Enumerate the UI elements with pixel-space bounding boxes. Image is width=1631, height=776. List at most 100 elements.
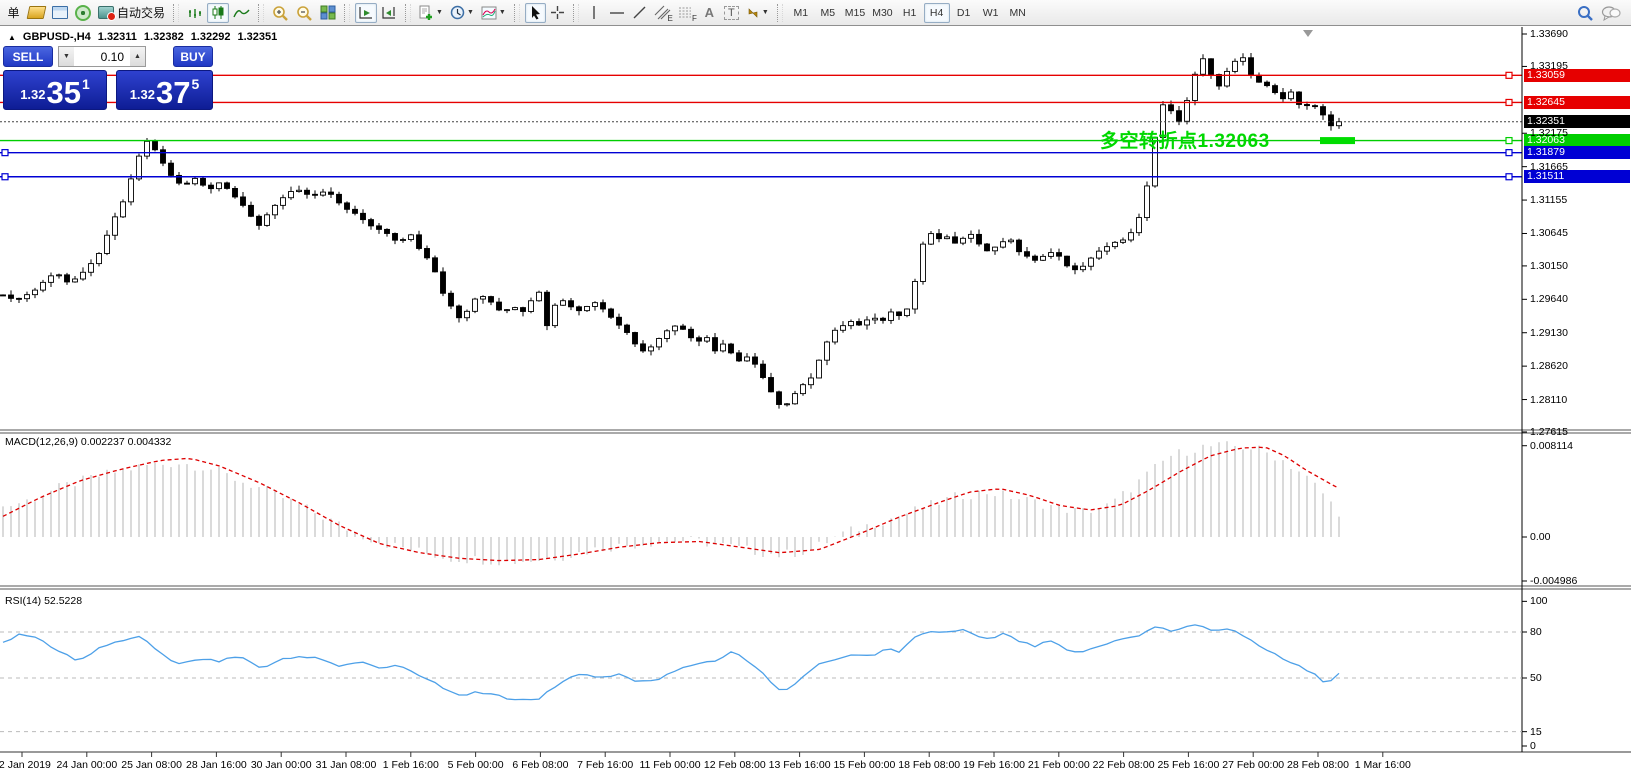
- low-value: 1.32292: [190, 31, 231, 43]
- dropdown-caret: ▼: [436, 9, 443, 16]
- sell-price-box[interactable]: 1.32 35 1: [3, 70, 107, 110]
- timeframe-button-d1[interactable]: D1: [956, 6, 971, 19]
- timeframe-button-m5[interactable]: M5: [820, 6, 836, 19]
- sell-button[interactable]: SELL: [3, 46, 53, 67]
- buy-button[interactable]: BUY: [173, 46, 213, 67]
- timeframe-button-w1[interactable]: W1: [982, 6, 999, 19]
- volume-decrease-button[interactable]: ▼: [59, 47, 74, 66]
- cursor-icon: [531, 6, 540, 20]
- vertical-line-tool[interactable]: [584, 3, 605, 23]
- autotrading-label: 自动交易: [117, 6, 166, 20]
- timeframe-button-mn[interactable]: MN: [1009, 6, 1026, 19]
- auto-scroll-button[interactable]: [355, 2, 378, 23]
- fibonacci-tool[interactable]: F: [675, 3, 698, 23]
- fibo-sub-label: F: [691, 13, 697, 23]
- new-order-button[interactable]: 单: [3, 3, 24, 23]
- tile-windows-button[interactable]: [317, 3, 339, 23]
- volume-stepper: ▼ 0.10 ▲: [58, 46, 146, 67]
- arrows-icon: [748, 7, 758, 18]
- toolbar-separator: [173, 3, 180, 22]
- toolbar-separator: [572, 3, 579, 22]
- zoom-out-icon: [297, 5, 312, 21]
- arrows-tool[interactable]: ▼: [743, 3, 772, 23]
- periods-button[interactable]: ▼: [447, 3, 477, 23]
- high-value: 1.32382: [143, 31, 184, 43]
- dropdown-caret: ▼: [761, 9, 769, 16]
- timeframe-bar: M1 M5 M15 M30 H1 H4 D1 W1 MN: [788, 2, 1031, 23]
- text-tool-glyph: A: [704, 5, 715, 20]
- new-order-label: 单: [7, 6, 20, 20]
- horizontal-line-tool[interactable]: [606, 3, 628, 23]
- timeframe-button-m1[interactable]: M1: [793, 6, 809, 19]
- line-chart-button[interactable]: [230, 3, 253, 23]
- buy-price-pip: 5: [191, 76, 200, 92]
- text-label-tool[interactable]: T: [721, 3, 742, 23]
- autotrading-icon: [98, 6, 116, 21]
- main-toolbar: 单 自动交易 ▼ ▼ ▼ E F A T: [0, 0, 1631, 26]
- volume-increase-button[interactable]: ▲: [130, 47, 145, 66]
- channel-sub-label: E: [667, 13, 673, 23]
- chart-shift-icon: [382, 7, 396, 19]
- trendline-icon: [633, 6, 646, 19]
- sell-price-prefix: 1.32: [20, 87, 46, 102]
- horizontal-line-icon: [609, 11, 624, 14]
- bar-chart-button[interactable]: [184, 3, 206, 23]
- dropdown-caret: ▼: [466, 9, 474, 16]
- one-click-trading-panel: SELL ▼ 0.10 ▲ BUY 1.32 35 1 1.32 37 5: [3, 46, 213, 110]
- profiles-icon: [52, 6, 68, 19]
- toolbar-separator: [776, 3, 783, 22]
- close-value: 1.32351: [237, 31, 278, 43]
- template-icon: [481, 6, 497, 19]
- pivot-annotation-text[interactable]: 多空转折点1.32063: [1100, 131, 1270, 152]
- toolbar-separator: [258, 3, 265, 22]
- chat-icon: [1601, 5, 1621, 21]
- autotrading-button[interactable]: 自动交易: [95, 3, 168, 23]
- add-indicator-icon: [419, 5, 433, 20]
- crosshair-tool-button[interactable]: [547, 3, 568, 23]
- add-indicator-button[interactable]: ▼: [416, 3, 446, 23]
- vertical-line-icon: [593, 6, 596, 19]
- channel-icon: [654, 5, 671, 20]
- trendline-tool[interactable]: [629, 3, 650, 23]
- chat-button[interactable]: [1598, 3, 1624, 23]
- profiles-button[interactable]: [49, 3, 71, 23]
- timeframe-button-m15[interactable]: M15: [844, 6, 866, 19]
- autotrading-stop-badge: [107, 12, 116, 21]
- open-value: 1.32311: [97, 31, 137, 43]
- crosshair-icon: [550, 6, 564, 19]
- candlestick-chart-icon: [212, 6, 224, 19]
- new-chart-icon: [26, 6, 47, 19]
- text-tool[interactable]: A: [699, 3, 720, 23]
- signal-icon: [75, 4, 91, 21]
- zoom-out-button[interactable]: [293, 3, 316, 23]
- new-chart-button[interactable]: [25, 3, 48, 23]
- data-window-button[interactable]: [72, 3, 94, 23]
- volume-input[interactable]: 0.10: [100, 49, 124, 64]
- sell-price-pip: 1: [82, 76, 90, 92]
- zoom-in-icon: [273, 5, 288, 21]
- timeframe-button-h4[interactable]: H4: [923, 2, 950, 23]
- clock-icon: [450, 5, 465, 20]
- sell-price-big: 35: [46, 75, 81, 110]
- bar-chart-icon: [189, 8, 202, 18]
- chart-ohlc-header: ▲ GBPUSD-,H4 1.32311 1.32382 1.32292 1.3…: [8, 31, 277, 43]
- macd-label: MACD(12,26,9) 0.002237 0.004332: [5, 436, 172, 448]
- symbol-timeframe-label: GBPUSD-,H4: [22, 31, 91, 43]
- zoom-in-button[interactable]: [269, 3, 292, 23]
- timeframe-button-h1[interactable]: H1: [902, 6, 917, 19]
- search-icon: [1578, 5, 1593, 21]
- chart-shift-button[interactable]: [378, 3, 400, 23]
- equidistant-channel-tool[interactable]: E: [651, 3, 674, 23]
- candlestick-chart-button[interactable]: [207, 2, 230, 23]
- toolbar-separator: [513, 3, 520, 22]
- line-chart-icon: [233, 9, 250, 17]
- buy-price-box[interactable]: 1.32 37 5: [116, 70, 213, 110]
- dropdown-caret: ▼: [498, 9, 506, 16]
- cursor-tool-button[interactable]: [524, 2, 546, 23]
- collapse-arrow-icon[interactable]: ▲: [8, 32, 16, 42]
- templates-button[interactable]: ▼: [478, 3, 509, 23]
- search-button[interactable]: [1574, 3, 1597, 23]
- timeframe-button-m30[interactable]: M30: [872, 6, 893, 19]
